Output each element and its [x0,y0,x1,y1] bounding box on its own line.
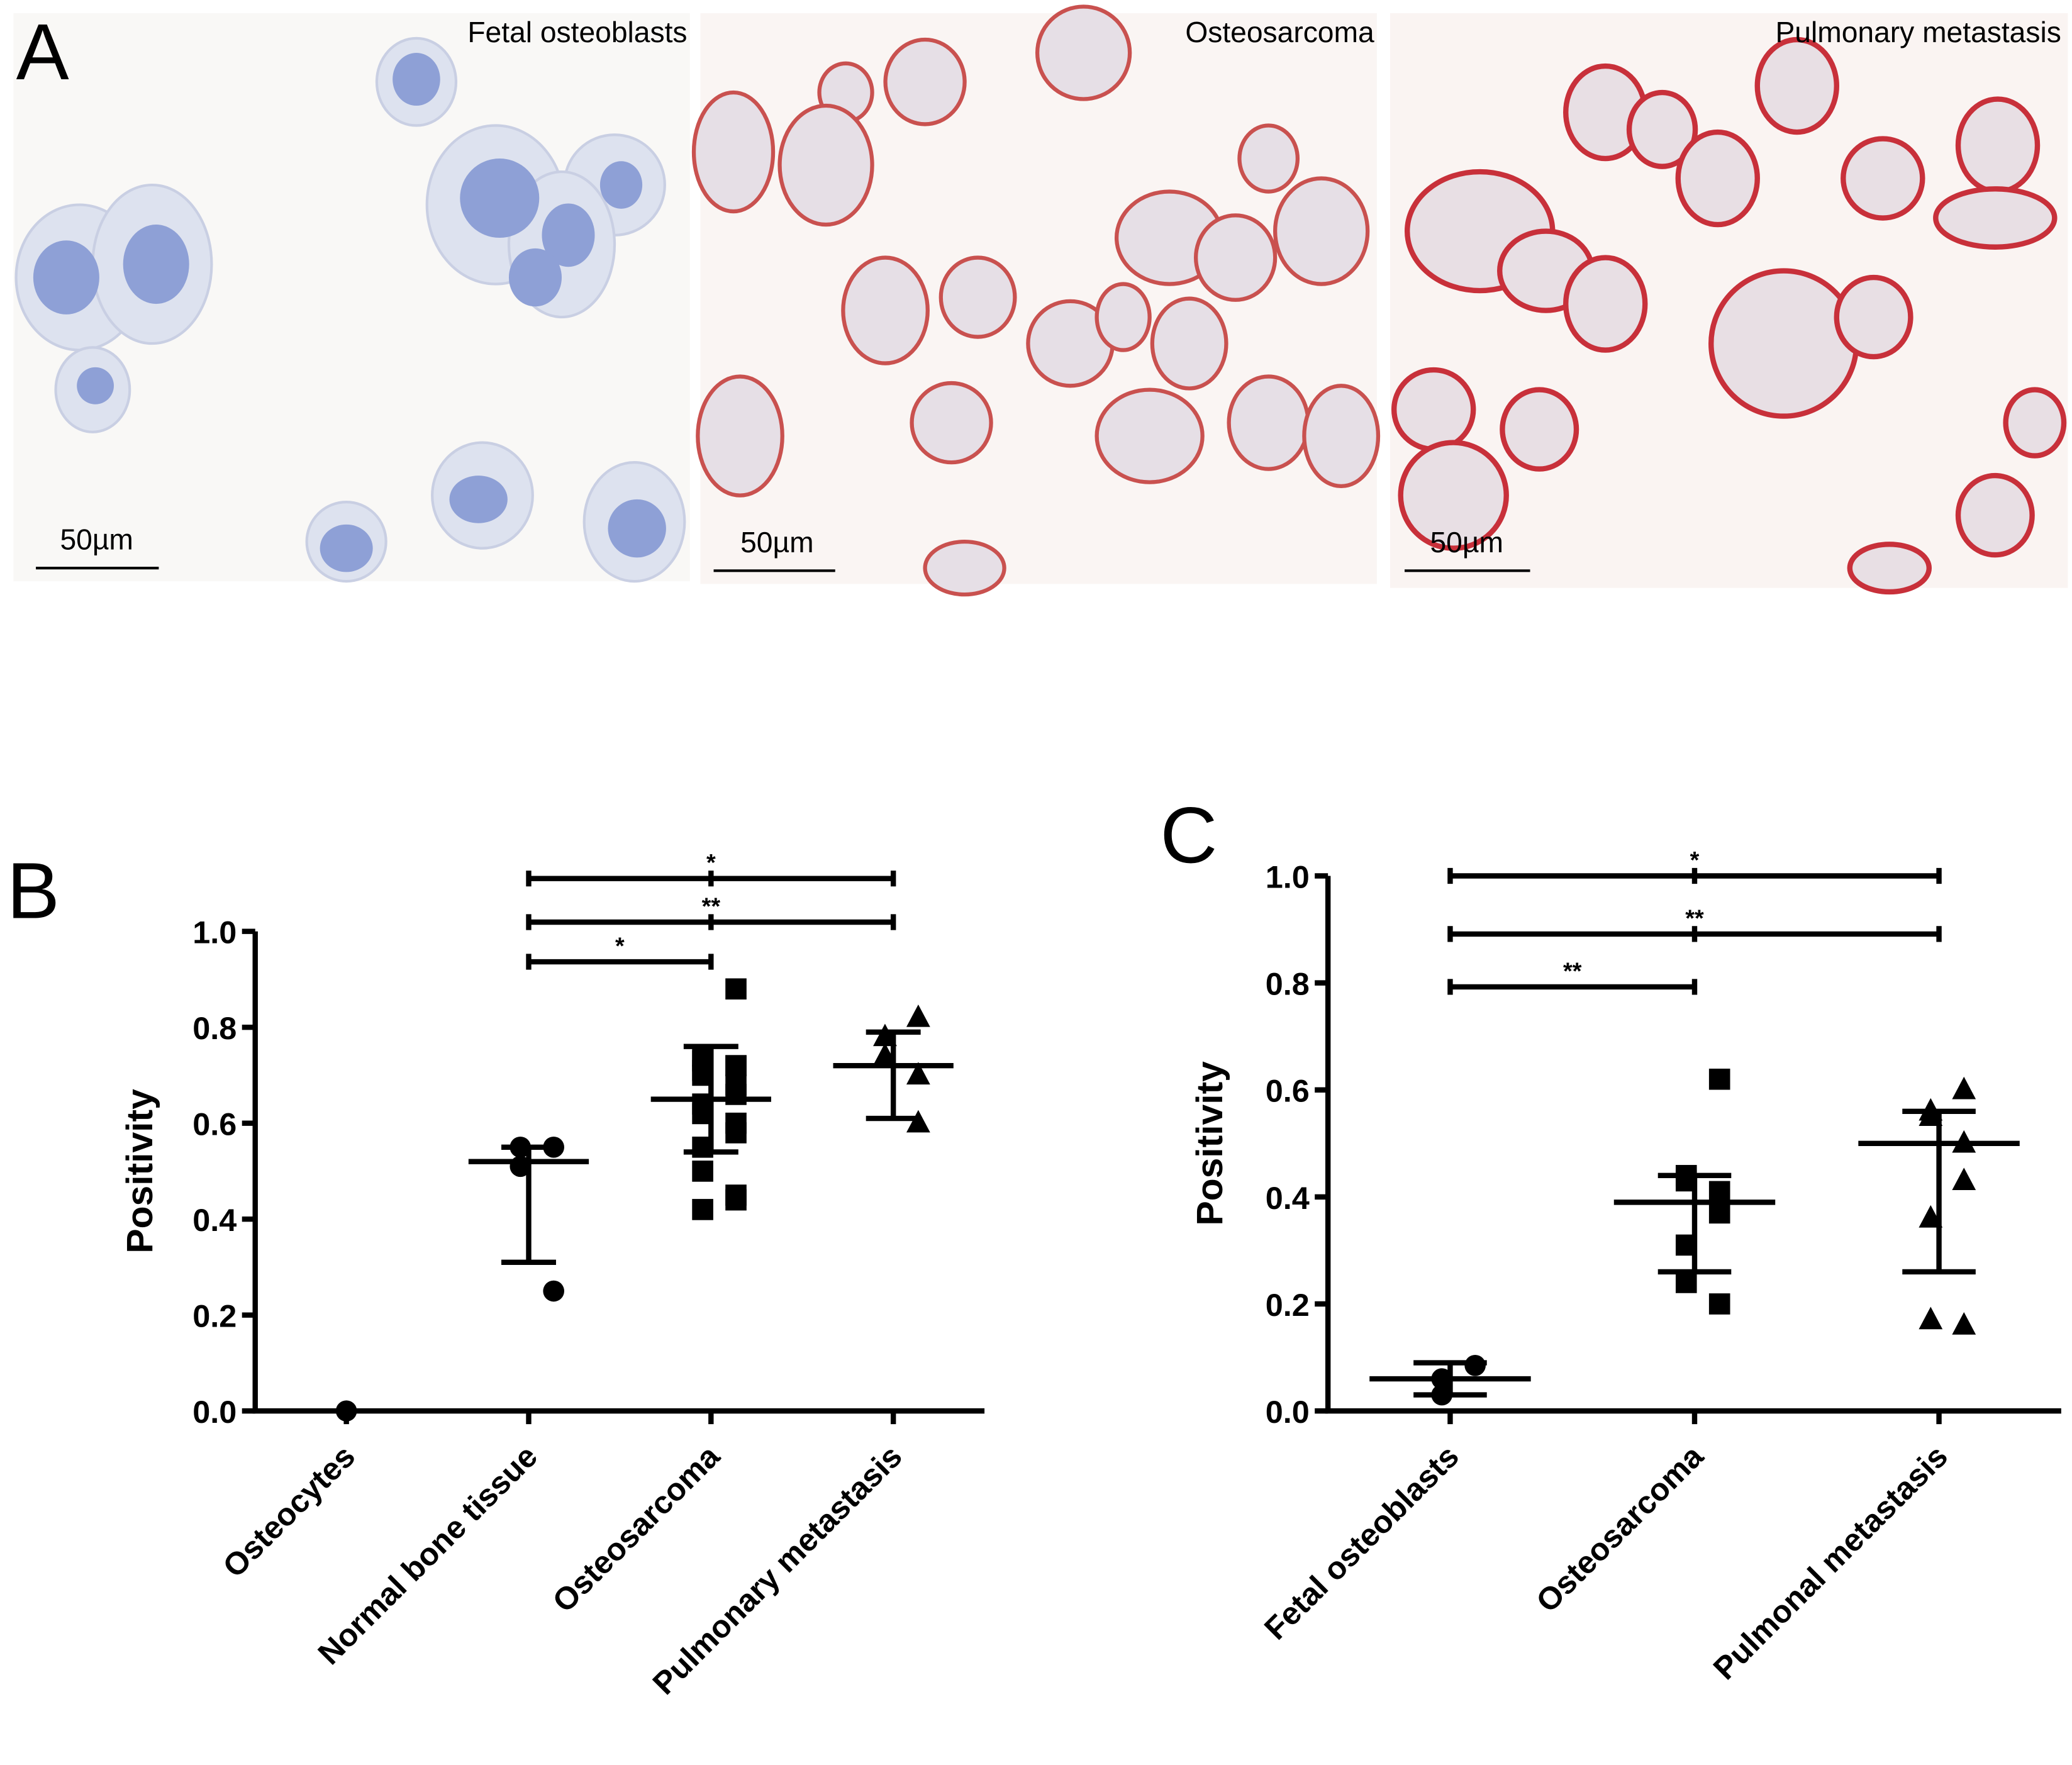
point [1952,1312,1976,1335]
significance-label: * [706,850,716,876]
point [906,1110,930,1133]
image-title: Fetal osteoblasts [467,16,687,48]
error-bar [1902,1108,1976,1275]
point [543,1280,564,1302]
image-title: Osteosarcoma [1185,16,1374,48]
nuclei-1 [33,53,666,572]
y-axis-label: Positivity [120,1089,160,1254]
point [1708,1068,1730,1090]
point [1952,1167,1976,1191]
micrographs: A Fetal osteoblasts Osteosarcoma Pulmona… [13,4,2068,597]
y-tick-label: 0.0 [192,1394,237,1430]
scale-bar-label: 50µm [740,526,813,559]
y-tick-label: 0.2 [1266,1287,1310,1323]
point [1708,1293,1730,1315]
significance-label: ** [1685,905,1704,932]
y-tick-label: 0.6 [192,1106,237,1142]
point [1708,1181,1730,1203]
x-tick-label: Osteocytes [216,1438,362,1584]
y-tick-label: 0.0 [1266,1394,1310,1430]
point [906,1062,930,1085]
y-tick-label: 1.0 [192,915,237,950]
error-bar [1413,1360,1487,1398]
point [1675,1272,1697,1293]
cells-2 [691,4,1381,597]
y-tick-label: 0.8 [1266,966,1310,1002]
y-tick-label: 0.2 [192,1298,237,1334]
error-bar [501,1144,556,1265]
significance-bracket [1447,979,1698,995]
scale-bar-label: 50µm [60,523,133,556]
point [906,1004,930,1027]
significance-bracket [526,871,896,887]
point [335,1400,357,1422]
x-tick-label: Fetal osteoblasts [1257,1438,1466,1646]
point [725,1122,747,1144]
y-tick-label: 0.4 [1266,1180,1310,1216]
image-2 [700,13,1377,584]
cells-3 [1391,36,2067,595]
point [725,1189,747,1211]
point [1952,1076,1976,1100]
significance-bracket [1447,867,1942,884]
error-bar [1657,1172,1732,1275]
significance-bracket [526,914,896,930]
y-tick-label: 0.8 [192,1010,237,1046]
y-tick-label: 0.6 [1266,1073,1310,1109]
significance-bracket [526,954,714,970]
scale-bar-label: 50µm [1430,526,1503,559]
point [1919,1306,1943,1330]
error-bar [866,1029,921,1122]
point [1708,1202,1730,1224]
point [1464,1355,1486,1376]
panel-label: C [1160,791,1217,879]
y-tick-label: 1.0 [1266,859,1310,894]
point [692,1199,713,1220]
point [725,1055,747,1076]
y-tick-label: 0.4 [192,1202,237,1238]
significance-label: ** [1563,958,1582,984]
image-title: Pulmonary metastasis [1775,16,2061,48]
significance-label: * [615,933,625,959]
x-tick-label: Osteosarcoma [1529,1438,1711,1620]
point [725,978,747,1000]
x-tick-label: Osteosarcoma [545,1438,727,1620]
panel-label: B [7,847,60,935]
y-axis-label: Positivity [1189,1061,1230,1226]
significance-bracket [1447,926,1942,942]
significance-label: ** [702,893,721,920]
panel-label: A [16,8,69,96]
error-bar [683,1044,738,1155]
x-tick-label: Pulmonal metastasis [1706,1438,1954,1686]
point [692,1161,713,1182]
significance-label: * [1690,847,1700,874]
